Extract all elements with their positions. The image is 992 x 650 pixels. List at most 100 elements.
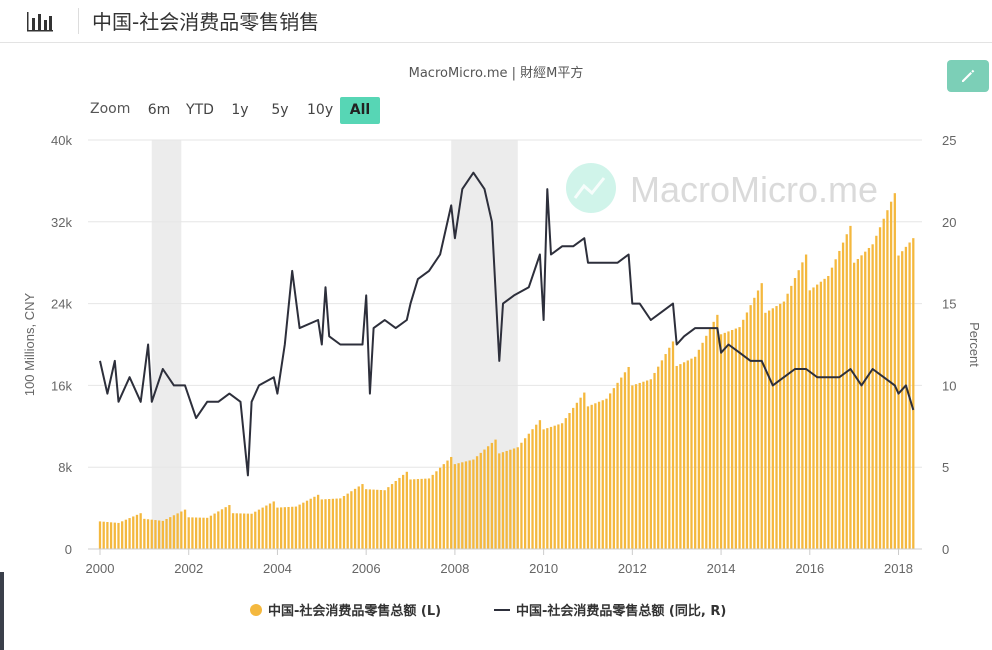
- bar: [605, 398, 608, 549]
- bar: [823, 278, 826, 549]
- bar: [291, 506, 294, 549]
- bar: [139, 513, 142, 549]
- bar: [409, 479, 412, 549]
- bar: [324, 499, 327, 549]
- zoom-6m-button[interactable]: 6m: [147, 102, 171, 118]
- bar: [413, 479, 416, 549]
- bar: [272, 501, 275, 549]
- bar: [268, 503, 272, 549]
- bar: [753, 297, 756, 549]
- bar: [727, 331, 730, 549]
- legend-item-yoy[interactable]: 中国-社会消费品零售总额 (同比, R): [494, 600, 726, 619]
- zoom-10y-button[interactable]: 10y: [307, 102, 334, 118]
- zoom-5y-button[interactable]: 5y: [271, 102, 289, 118]
- zoom-1y-button[interactable]: 1y: [231, 102, 249, 118]
- watermark-logo-icon-mark: [573, 177, 606, 199]
- bar: [243, 513, 246, 549]
- bar: [416, 479, 420, 549]
- y-right-tick-label: 20: [942, 215, 956, 230]
- bar: [154, 520, 157, 549]
- bar: [191, 517, 194, 549]
- bar: [716, 314, 719, 549]
- bar: [793, 278, 797, 549]
- shaded-period-0: [151, 140, 182, 549]
- bar: [609, 393, 612, 549]
- bar: [117, 522, 120, 549]
- bar: [302, 502, 305, 549]
- legend-label-yoy: 中国-社会消费品零售总额 (同比, R): [516, 604, 727, 619]
- page-title: 中国-社会消费品零售销售: [92, 10, 320, 34]
- bar: [143, 518, 146, 549]
- legend-item-total[interactable]: 中国-社会消费品零售总额 (L): [250, 600, 441, 619]
- bar: [682, 362, 686, 549]
- bar: [782, 301, 786, 549]
- bar: [560, 423, 564, 549]
- bar: [176, 513, 179, 549]
- bar: [158, 520, 161, 549]
- bar: [668, 347, 671, 549]
- bar: [745, 312, 749, 549]
- bar: [572, 407, 575, 549]
- bar: [172, 515, 176, 549]
- bar: [124, 519, 128, 549]
- bar: [804, 254, 808, 549]
- bar: [649, 379, 652, 549]
- x-tick-label: 2014: [707, 561, 736, 576]
- bar: [398, 477, 401, 549]
- bar: [257, 509, 261, 549]
- source-label: MacroMicro.me | 財經M平方: [408, 66, 584, 81]
- bar: [834, 259, 837, 549]
- bar: [771, 308, 774, 549]
- bar: [531, 429, 534, 549]
- bar: [679, 364, 682, 549]
- bar: [128, 518, 131, 549]
- bar: [845, 234, 848, 549]
- bar: [446, 460, 449, 549]
- bar: [590, 404, 593, 549]
- bar: [202, 517, 205, 549]
- bar: [657, 366, 660, 549]
- bar: [841, 242, 845, 550]
- zoom-ytd-button[interactable]: YTD: [186, 102, 214, 118]
- bar: [424, 478, 427, 549]
- bar: [564, 418, 567, 549]
- bar: [830, 267, 834, 549]
- bar: [231, 513, 235, 549]
- bar: [464, 461, 468, 549]
- bar: [579, 397, 582, 549]
- bar: [305, 500, 309, 549]
- bar: [113, 522, 116, 549]
- bar: [853, 262, 856, 549]
- bar: [838, 250, 841, 549]
- bar: [642, 381, 645, 549]
- bar: [875, 235, 878, 549]
- zoom-all-button[interactable]: All: [340, 97, 380, 124]
- bar: [490, 442, 494, 549]
- bar: [638, 382, 641, 549]
- bar: [361, 484, 364, 549]
- bar: [109, 522, 113, 549]
- y-left-tick-label: 24k: [51, 297, 72, 312]
- bar: [379, 490, 383, 549]
- edit-button[interactable]: [947, 60, 989, 92]
- bar: [121, 521, 124, 549]
- bar: [738, 327, 741, 549]
- bar: [690, 358, 693, 549]
- bar: [494, 439, 497, 549]
- bar: [527, 433, 530, 549]
- bar: [438, 467, 442, 549]
- bar: [198, 517, 201, 549]
- bar: [165, 519, 168, 549]
- bar: [309, 498, 312, 549]
- bar: [183, 509, 187, 549]
- bar: [472, 459, 475, 549]
- bar: [849, 225, 852, 549]
- bar: [220, 509, 224, 549]
- bar-chart-icon[interactable]: [26, 10, 54, 32]
- y-left-tick-label: 32k: [51, 215, 72, 230]
- bar: [867, 247, 871, 549]
- bar: [878, 227, 882, 549]
- bar: [390, 484, 394, 549]
- bar: [509, 449, 512, 549]
- bar: [187, 517, 190, 549]
